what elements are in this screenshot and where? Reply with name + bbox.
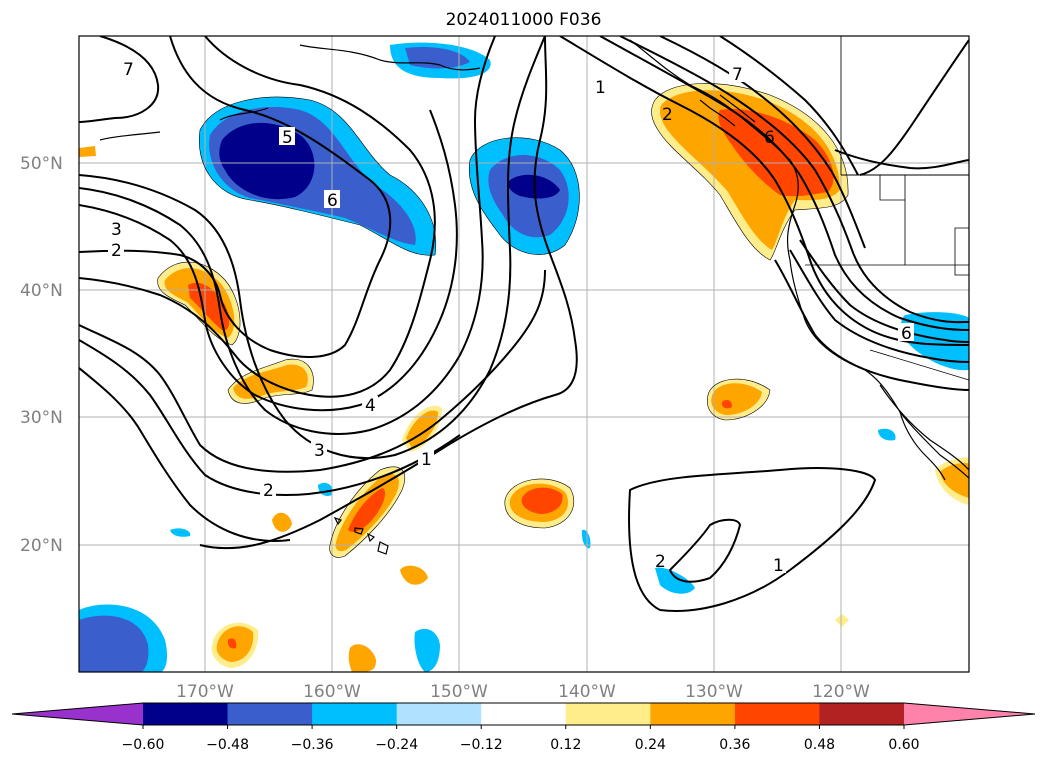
colorbar: −0.60 −0.48 −0.36 −0.24 −0.12 0.12 0.24 0.36 0.4…: [11, 702, 1036, 753]
contour-label: 2: [111, 241, 122, 261]
contour-label: 3: [111, 220, 122, 240]
negative-area-light: [170, 528, 191, 537]
lon-label: 120°W: [812, 682, 870, 702]
contour-label: 1: [595, 78, 606, 98]
contour-label: 4: [365, 396, 376, 416]
colorbar-segment: [650, 703, 736, 725]
colorbar-tick-label: −0.12: [460, 737, 503, 753]
negative-area-mid: [79, 615, 149, 672]
colorbar-extend-high: [904, 703, 1035, 725]
lon-label: 150°W: [430, 682, 488, 702]
colorbar-segment: [312, 703, 398, 725]
contour-label: 7: [123, 60, 134, 80]
colorbar-segment: [565, 703, 651, 725]
longitude-labels: 170°W 160°W 150°W 140°W 130°W 120°W: [176, 682, 870, 702]
colorbar-tick-label: 0.60: [888, 737, 919, 753]
colorbar-segment: [396, 703, 482, 725]
latitude-labels: 50°N 40°N 30°N 20°N: [20, 154, 63, 556]
positive-anomaly-areas: [79, 83, 969, 672]
positive-area-strong: [521, 487, 563, 514]
contour-label: 5: [282, 128, 293, 148]
anomaly-outlines: [157, 83, 849, 558]
lat-label: 30°N: [20, 408, 63, 428]
contour-label: 6: [327, 191, 338, 211]
positive-area-light: [835, 614, 849, 627]
colorbar-tick-label: −0.48: [206, 737, 249, 753]
colorbar-segment: [481, 703, 567, 725]
contour-label: 2: [263, 481, 274, 501]
colorbar-tick-label: 0.12: [550, 737, 581, 753]
contour-label: 6: [764, 128, 775, 148]
lat-label: 50°N: [20, 154, 63, 174]
contour-label: 2: [662, 105, 673, 125]
contour-label: 1: [421, 450, 432, 470]
lon-label: 130°W: [685, 682, 743, 702]
negative-area-light: [878, 428, 896, 441]
colorbar-tick-label: 0.48: [804, 737, 835, 753]
colorbar-segment: [227, 703, 313, 725]
negative-area-light: [414, 628, 440, 672]
negative-area-light: [581, 529, 591, 549]
height-contours: [79, 36, 969, 612]
positive-area-strong: [718, 109, 834, 197]
colorbar-segment: [819, 703, 905, 725]
colorbar-segment: [734, 703, 820, 725]
contour-label: 2: [655, 552, 666, 572]
positive-area-strong: [721, 399, 733, 409]
positive-area-mid: [348, 644, 376, 672]
contour-label: 1: [773, 556, 784, 576]
contour-label: 6: [901, 324, 912, 344]
positive-area-strong: [348, 488, 386, 532]
colorbar-tick-label: −0.36: [291, 737, 334, 753]
map-frame: [78, 35, 970, 673]
lon-label: 140°W: [558, 682, 616, 702]
contour-label: 3: [314, 441, 325, 461]
colorbar-tick-label: −0.24: [375, 737, 418, 753]
contour-label-group: 7 5 6 3 2 4 3 2 1 1 7 2 6 6 2 1: [108, 60, 914, 576]
colorbar-tick-label: −0.60: [122, 737, 165, 753]
lat-label: 40°N: [20, 281, 63, 301]
lat-label: 20°N: [20, 536, 63, 556]
colorbar-tick-label: 0.36: [719, 737, 750, 753]
negative-area-light: [655, 567, 695, 594]
positive-area-strong: [188, 282, 230, 331]
positive-area-strong: [227, 638, 237, 649]
colorbar-segment: [143, 703, 229, 725]
negative-area-light: [900, 312, 969, 371]
colorbar-extend-low: [12, 703, 143, 725]
coastlines: [99, 36, 969, 555]
positive-area-mid: [400, 565, 428, 585]
positive-area-mid: [272, 512, 292, 532]
chart-title: 2024011000 F036: [445, 10, 602, 30]
positive-area-mid: [79, 146, 96, 157]
lon-label: 170°W: [176, 682, 234, 702]
colorbar-tick-label: 0.24: [635, 737, 666, 753]
contour-label: 7: [732, 65, 743, 85]
lon-label: 160°W: [303, 682, 361, 702]
